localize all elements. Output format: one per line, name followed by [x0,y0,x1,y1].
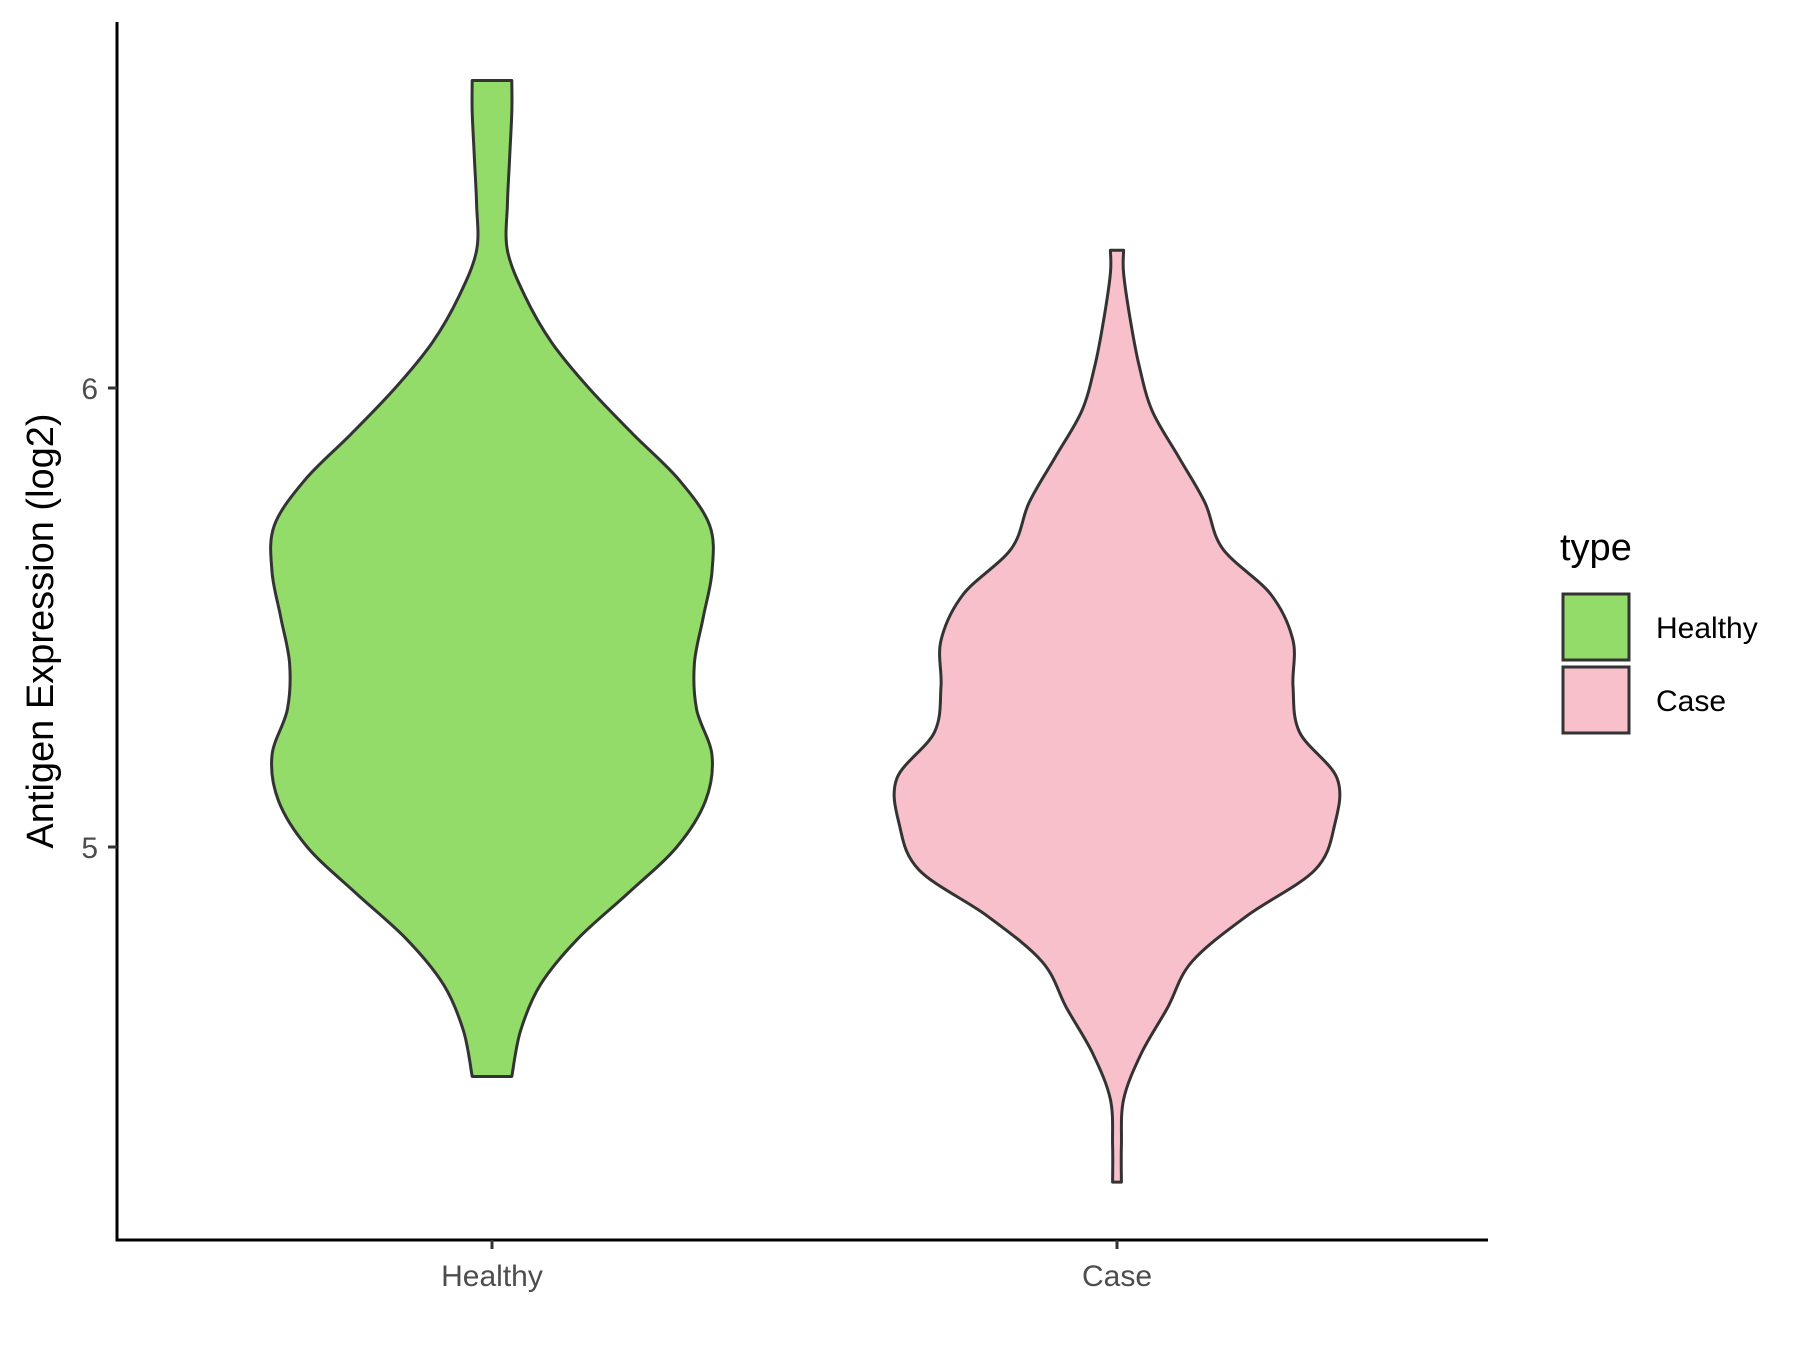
legend-swatch-healthy [1561,592,1631,662]
legend-swatch-case [1561,665,1631,735]
legend-title: type [1560,527,1632,569]
y-tick-label: 5 [81,832,98,865]
legend-label-healthy: Healthy [1656,612,1758,645]
y-axis-ticks: 56 [81,373,117,865]
x-tick-label: Healthy [441,1260,543,1293]
y-axis-title: Antigen Expression (log2) [20,413,62,848]
legend-label-case: Case [1656,685,1726,718]
violin-layer [269,79,1342,1184]
x-tick-label: Case [1082,1260,1152,1293]
y-tick-label: 6 [81,373,98,406]
x-axis-ticks: Healthy Case [441,1240,1152,1293]
violin-case [892,248,1342,1184]
legend: type Healthy Case [1560,527,1758,735]
violin-healthy [269,79,715,1078]
